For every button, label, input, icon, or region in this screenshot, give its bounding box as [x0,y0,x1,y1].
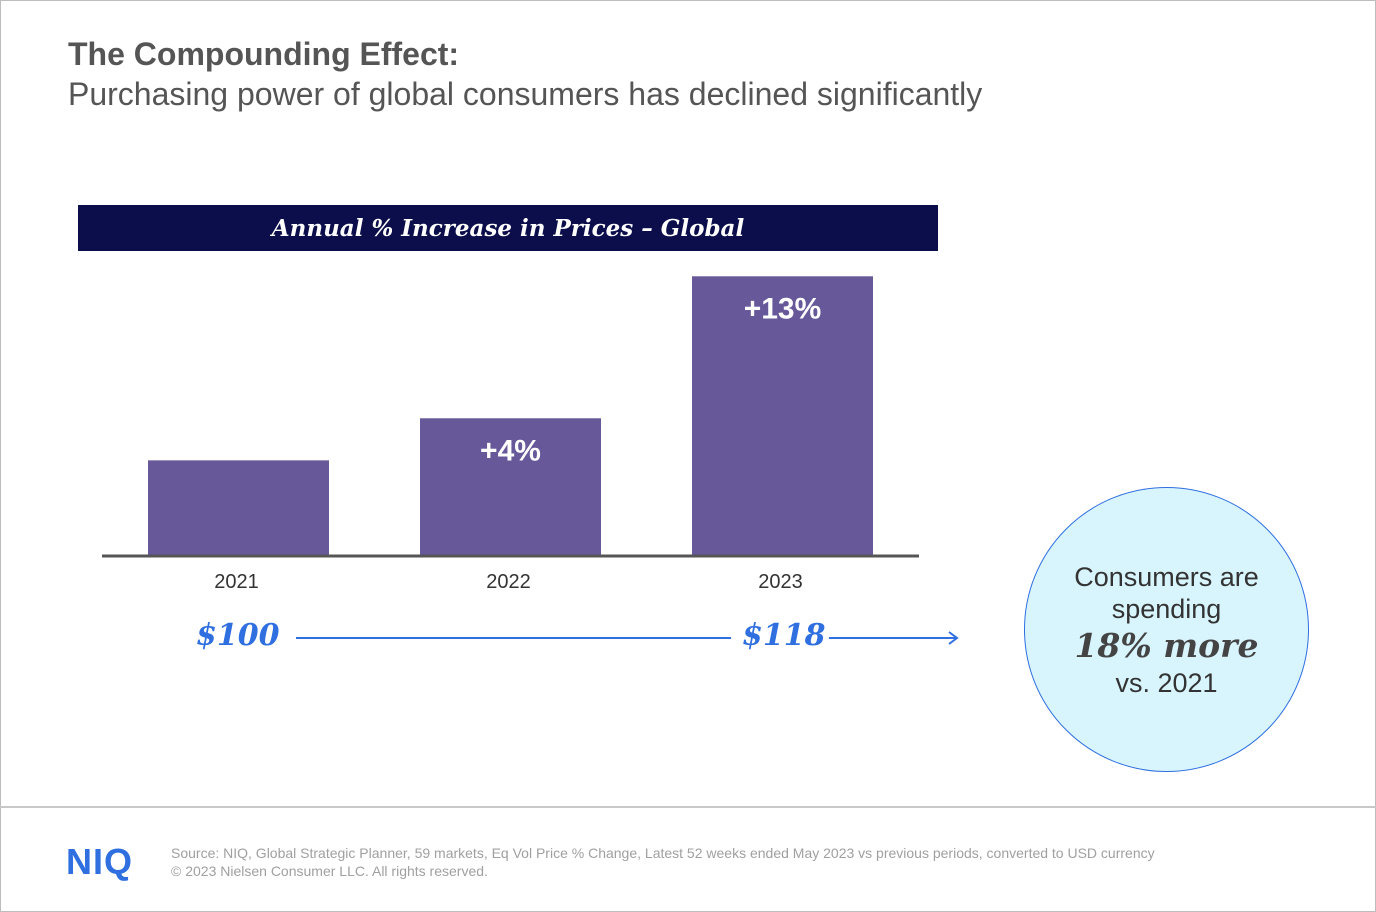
bar-2021 [148,460,329,555]
source-text: Source: NIQ, Global Strategic Planner, 5… [171,845,1155,861]
bar-2023 [692,276,873,555]
slide-subtitle: Purchasing power of global consumers has… [68,76,983,112]
niq-logo: NIQ [66,841,134,882]
slide-title: The Compounding Effect: [68,36,460,72]
callout-circle: Consumers are spending 18% more vs. 2021 [1024,487,1309,772]
x-tick-label: 2023 [758,571,803,593]
footer-divider [0,806,1376,808]
callout-line2: spending [1111,593,1222,624]
arrow-head-icon [948,631,959,645]
source-note: Source: NIQ, Global Strategic Planner, 5… [171,844,1155,880]
callout-line1: Consumers are [1074,561,1259,592]
copyright-text: © 2023 Nielsen Consumer LLC. All rights … [171,863,488,879]
data-label: +4% [480,434,541,467]
price-start: $100 [196,618,280,653]
x-tick-label: 2022 [486,571,531,593]
chart-title: Annual % Increase in Prices – Global [78,205,938,251]
bar-2022 [420,418,601,555]
price-end: $118 [742,618,826,653]
data-label: +13% [744,292,822,325]
x-tick-label: 2021 [214,571,259,593]
callout-highlight: 18% more [1074,625,1259,665]
callout-line3: vs. 2021 [1115,667,1218,698]
